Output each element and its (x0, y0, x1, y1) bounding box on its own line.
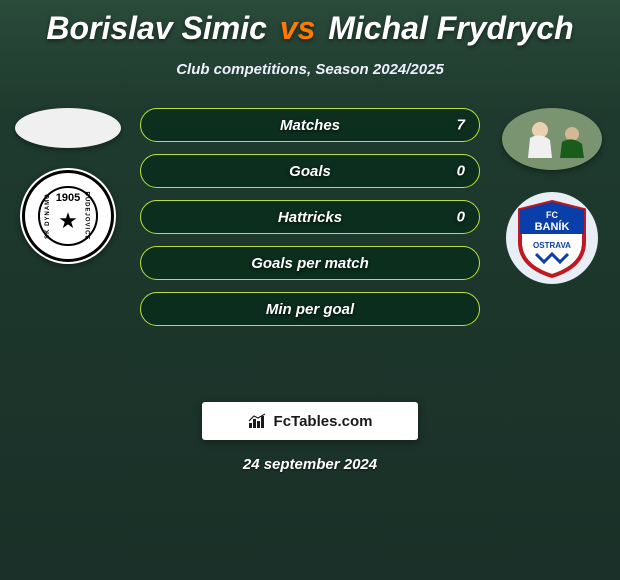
stat-row-min-per-goal: Min per goal (140, 292, 480, 326)
player2-name: Michal Frydrych (328, 10, 573, 46)
club-badge-budejovice: 1905 ★ SK DYNAMO BUDEJOVICE (20, 168, 116, 264)
badge-ring-text-right: BUDEJOVICE (83, 191, 89, 240)
banik-shield-icon: FC BANÍK OSTRAVA (504, 190, 600, 286)
badge-year: 1905 (20, 192, 116, 204)
stat-row-hattricks: Hattricks 0 (140, 200, 480, 234)
player2-photo (502, 108, 602, 170)
stat-right-value: 0 (457, 163, 465, 180)
left-column: 1905 ★ SK DYNAMO BUDEJOVICE (8, 108, 128, 264)
badge-ring-text-left: SK DYNAMO (45, 193, 51, 239)
badge-star-icon: ★ (20, 208, 116, 234)
stats-list: Matches 7 Goals 0 Hattricks 0 Goals per … (140, 108, 480, 326)
stat-label: Goals (289, 163, 331, 180)
right-column: FC BANÍK OSTRAVA (492, 108, 612, 286)
page-title: Borislav Simic vs Michal Frydrych (0, 0, 620, 47)
subtitle: Club competitions, Season 2024/2025 (0, 61, 620, 78)
stat-right-value: 7 (457, 117, 465, 134)
stat-label: Min per goal (266, 301, 354, 318)
stat-label: Goals per match (251, 255, 369, 272)
stat-right-value: 0 (457, 209, 465, 226)
footer-site-name: FcTables.com (274, 413, 373, 430)
stat-row-matches: Matches 7 (140, 108, 480, 142)
banik-text-name: BANÍK (535, 220, 570, 233)
player1-name: Borislav Simic (46, 10, 267, 46)
footer-date: 24 september 2024 (0, 456, 620, 473)
content-area: 1905 ★ SK DYNAMO BUDEJOVICE FC BANÍK O (0, 108, 620, 388)
banik-text-fc: FC (546, 210, 558, 220)
bar-chart-icon (248, 413, 268, 429)
stat-row-goals-per-match: Goals per match (140, 246, 480, 280)
footer-site-badge: FcTables.com (202, 402, 418, 440)
stat-label: Hattricks (278, 209, 342, 226)
stat-label: Matches (280, 117, 340, 134)
club-badge-banik: FC BANÍK OSTRAVA (504, 190, 600, 286)
player1-photo-placeholder (15, 108, 121, 148)
banik-text-city: OSTRAVA (533, 241, 571, 250)
vs-separator: vs (276, 10, 320, 46)
player2-photo-icon (502, 108, 602, 170)
stat-row-goals: Goals 0 (140, 154, 480, 188)
